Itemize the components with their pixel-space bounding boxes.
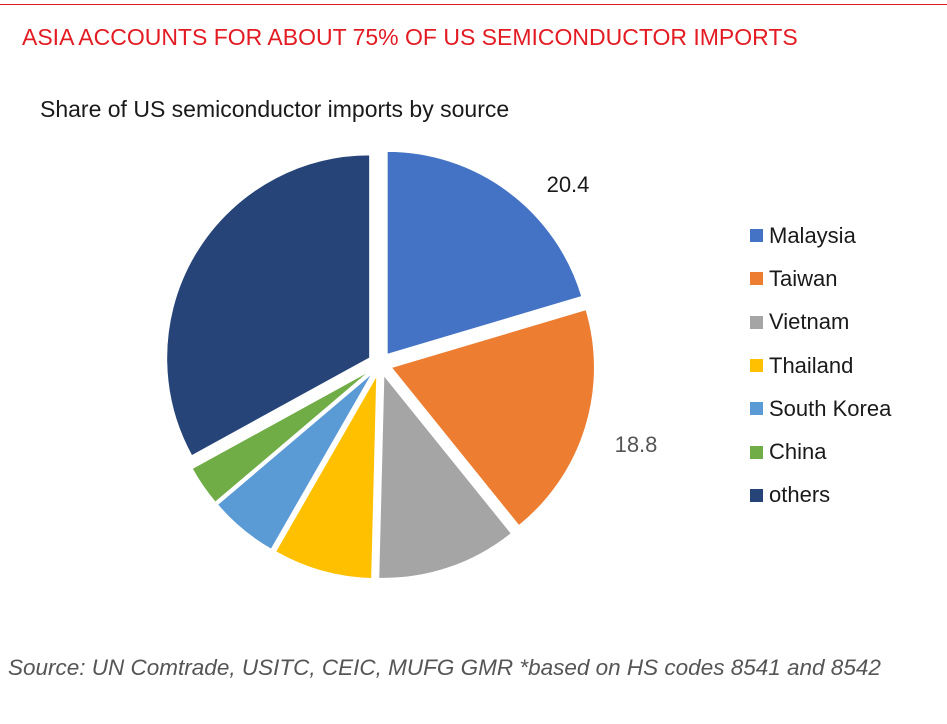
pie-slice-china — [191, 370, 371, 503]
legend-item-others: others — [750, 474, 891, 517]
legend-item-south-korea: South Korea — [750, 387, 891, 430]
pie-slice-south-korea — [216, 372, 373, 550]
legend-swatch-china — [750, 445, 763, 459]
pie-slice-others — [166, 154, 371, 457]
legend-swatch-taiwan — [750, 272, 763, 286]
legend-swatch-vietnam — [750, 315, 763, 329]
legend-item-taiwan: Taiwan — [750, 257, 891, 300]
headline: ASIA ACCOUNTS FOR ABOUT 75% OF US SEMICO… — [22, 24, 798, 50]
top-rule — [0, 4, 947, 5]
legend-swatch-others — [750, 488, 763, 502]
legend-swatch-south-korea — [750, 402, 763, 416]
pie-slice-thailand — [274, 375, 378, 580]
legend-item-vietnam: Vietnam — [750, 301, 891, 344]
legend-item-china: China — [750, 430, 891, 473]
legend-swatch-thailand — [750, 359, 763, 373]
legend: Malaysia Taiwan Vietnam Thailand South Korea… — [750, 214, 891, 517]
legend-label-others: others — [769, 482, 831, 508]
legend-label-south-korea: South Korea — [769, 395, 892, 421]
source-note: Source: UN Comtrade, USITC, CEIC, MUFG G… — [8, 655, 881, 680]
legend-label-vietnam: Vietnam — [769, 309, 850, 335]
pie-slice-vietnam — [378, 373, 512, 579]
legend-label-china: China — [769, 439, 827, 465]
legend-label-thailand: Thailand — [769, 352, 854, 378]
pie-slice-malaysia — [386, 150, 583, 356]
data-label-taiwan: 18.8 — [615, 432, 658, 457]
legend-label-taiwan: Taiwan — [769, 265, 838, 291]
legend-label-malaysia: Malaysia — [769, 222, 856, 248]
chart-title: Share of US semiconductor imports by sou… — [40, 96, 510, 122]
legend-item-malaysia: Malaysia — [750, 214, 891, 257]
pie-slice-taiwan — [390, 309, 595, 527]
legend-swatch-malaysia — [750, 229, 763, 243]
legend-item-thailand: Thailand — [750, 344, 891, 387]
data-label-malaysia: 20.4 — [547, 172, 590, 197]
